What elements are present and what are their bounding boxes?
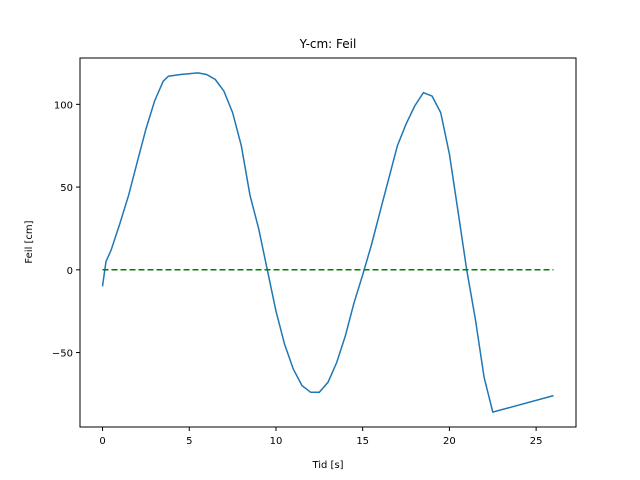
x-axis-label: Tid [s]	[311, 460, 343, 471]
plot-frame	[79, 57, 577, 428]
x-tick-label: 10	[270, 436, 283, 447]
chart-title: Y-cm: Feil	[299, 37, 357, 51]
error-series-line	[101, 72, 554, 414]
series-layer	[101, 72, 554, 414]
x-tick-label: 20	[443, 436, 456, 447]
y-tick-label: −50	[52, 349, 73, 360]
x-tick-label: 25	[530, 436, 543, 447]
y-tick-label: 0	[67, 266, 73, 277]
x-axis: 0 5 10 15 20 25	[99, 427, 542, 447]
y-axis: −50 0 50 100	[52, 100, 80, 360]
x-tick-label: 5	[186, 436, 192, 447]
y-tick-label: 50	[60, 183, 73, 194]
y-tick-label: 100	[54, 100, 73, 111]
x-tick-label: 0	[99, 436, 105, 447]
y-axis-label: Feil [cm]	[24, 220, 35, 263]
x-tick-label: 15	[356, 436, 369, 447]
